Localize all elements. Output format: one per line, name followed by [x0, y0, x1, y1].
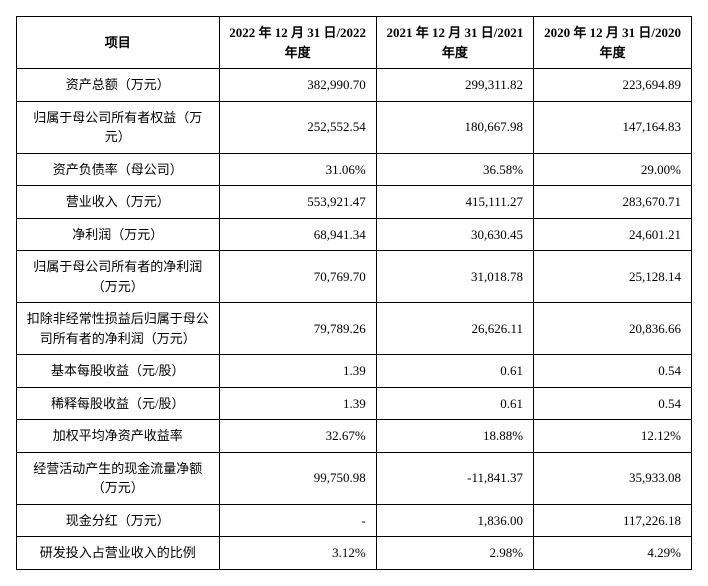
row-value: 35,933.08: [534, 452, 692, 504]
row-label: 资产总额（万元）: [17, 69, 220, 102]
row-value: 24,601.21: [534, 218, 692, 251]
row-value: 31.06%: [219, 153, 376, 186]
row-value: 1.39: [219, 387, 376, 420]
row-value: 0.61: [376, 355, 533, 388]
row-label: 稀释每股收益（元/股）: [17, 387, 220, 420]
row-value: 117,226.18: [534, 504, 692, 537]
row-value: 70,769.70: [219, 251, 376, 303]
row-value: 30,630.45: [376, 218, 533, 251]
row-value: 283,670.71: [534, 186, 692, 219]
row-value: 415,111.27: [376, 186, 533, 219]
row-label: 营业收入（万元）: [17, 186, 220, 219]
row-label: 基本每股收益（元/股）: [17, 355, 220, 388]
row-value: 12.12%: [534, 420, 692, 453]
row-label: 净利润（万元）: [17, 218, 220, 251]
financial-table: 项目 2022 年 12 月 31 日/2022 年度 2021 年 12 月 …: [16, 16, 692, 570]
table-row: 归属于母公司所有者的净利润（万元）70,769.7031,018.7825,12…: [17, 251, 692, 303]
col-header-2020: 2020 年 12 月 31 日/2020 年度: [534, 17, 692, 69]
table-row: 营业收入（万元）553,921.47415,111.27283,670.71: [17, 186, 692, 219]
col-header-2022: 2022 年 12 月 31 日/2022 年度: [219, 17, 376, 69]
row-value: 553,921.47: [219, 186, 376, 219]
row-value: 299,311.82: [376, 69, 533, 102]
table-row: 基本每股收益（元/股）1.390.610.54: [17, 355, 692, 388]
row-value: 1.39: [219, 355, 376, 388]
row-label: 现金分红（万元）: [17, 504, 220, 537]
row-value: 180,667.98: [376, 101, 533, 153]
row-value: 36.58%: [376, 153, 533, 186]
table-row: 稀释每股收益（元/股）1.390.610.54: [17, 387, 692, 420]
row-label: 研发投入占营业收入的比例: [17, 537, 220, 570]
row-label: 加权平均净资产收益率: [17, 420, 220, 453]
row-value: 25,128.14: [534, 251, 692, 303]
row-value: 1,836.00: [376, 504, 533, 537]
row-value: 68,941.34: [219, 218, 376, 251]
row-label: 资产负债率（母公司）: [17, 153, 220, 186]
row-label: 归属于母公司所有者权益（万元）: [17, 101, 220, 153]
row-value: 252,552.54: [219, 101, 376, 153]
table-row: 净利润（万元）68,941.3430,630.4524,601.21: [17, 218, 692, 251]
table-row: 现金分红（万元）-1,836.00117,226.18: [17, 504, 692, 537]
table-row: 加权平均净资产收益率32.67%18.88%12.12%: [17, 420, 692, 453]
row-label: 扣除非经常性损益后归属于母公司所有者的净利润（万元）: [17, 303, 220, 355]
table-body: 资产总额（万元）382,990.70299,311.82223,694.89归属…: [17, 69, 692, 570]
row-value: 223,694.89: [534, 69, 692, 102]
row-value: 0.61: [376, 387, 533, 420]
col-header-2021: 2021 年 12 月 31 日/2021 年度: [376, 17, 533, 69]
row-value: -11,841.37: [376, 452, 533, 504]
table-row: 经营活动产生的现金流量净额（万元）99,750.98-11,841.3735,9…: [17, 452, 692, 504]
row-value: 29.00%: [534, 153, 692, 186]
table-row: 资产总额（万元）382,990.70299,311.82223,694.89: [17, 69, 692, 102]
row-value: 32.67%: [219, 420, 376, 453]
row-value: 26,626.11: [376, 303, 533, 355]
table-header-row: 项目 2022 年 12 月 31 日/2022 年度 2021 年 12 月 …: [17, 17, 692, 69]
row-value: -: [219, 504, 376, 537]
row-label: 归属于母公司所有者的净利润（万元）: [17, 251, 220, 303]
row-value: 382,990.70: [219, 69, 376, 102]
row-value: 18.88%: [376, 420, 533, 453]
table-row: 资产负债率（母公司）31.06%36.58%29.00%: [17, 153, 692, 186]
row-value: 20,836.66: [534, 303, 692, 355]
table-row: 研发投入占营业收入的比例3.12%2.98%4.29%: [17, 537, 692, 570]
row-label: 经营活动产生的现金流量净额（万元）: [17, 452, 220, 504]
row-value: 0.54: [534, 355, 692, 388]
row-value: 79,789.26: [219, 303, 376, 355]
row-value: 2.98%: [376, 537, 533, 570]
row-value: 0.54: [534, 387, 692, 420]
row-value: 3.12%: [219, 537, 376, 570]
row-value: 31,018.78: [376, 251, 533, 303]
col-header-item: 项目: [17, 17, 220, 69]
row-value: 99,750.98: [219, 452, 376, 504]
table-row: 归属于母公司所有者权益（万元）252,552.54180,667.98147,1…: [17, 101, 692, 153]
table-row: 扣除非经常性损益后归属于母公司所有者的净利润（万元）79,789.2626,62…: [17, 303, 692, 355]
row-value: 4.29%: [534, 537, 692, 570]
row-value: 147,164.83: [534, 101, 692, 153]
